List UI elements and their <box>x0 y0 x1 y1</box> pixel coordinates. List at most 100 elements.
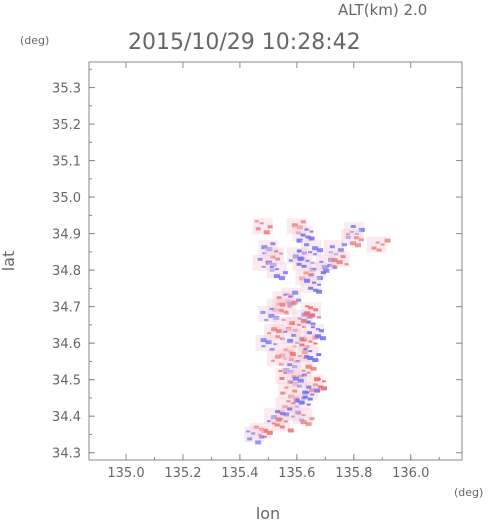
echo-cell <box>296 412 301 415</box>
echo-cell <box>271 327 278 332</box>
echo-cell <box>265 340 272 345</box>
echo-cell <box>317 283 322 286</box>
echo-cell <box>291 223 298 228</box>
echo-cell <box>309 417 315 421</box>
echo-cell <box>308 273 314 277</box>
echo-cell <box>301 373 307 377</box>
y-tick-label: 34.6 <box>52 337 81 352</box>
echo-cell <box>292 345 297 348</box>
echo-cell <box>332 265 337 268</box>
echo-cell <box>286 400 291 403</box>
echo-cell <box>287 305 292 308</box>
echo-cell <box>279 377 285 381</box>
echo-cell <box>257 433 262 436</box>
echo-cell <box>287 301 294 306</box>
echo-cell <box>309 267 316 272</box>
echo-cell <box>299 343 305 347</box>
echo-cell <box>308 306 314 310</box>
echo-cell <box>283 368 290 373</box>
echo-cell <box>309 230 314 233</box>
x-tick-label: 136.0 <box>392 466 429 481</box>
echo-cell <box>320 271 326 275</box>
echo-cell <box>270 242 276 246</box>
echo-cell <box>275 410 281 414</box>
echo-cell <box>300 318 307 323</box>
echo-cell <box>332 265 338 269</box>
echo-cell <box>264 318 269 321</box>
echo-cell <box>271 415 278 420</box>
echo-cell <box>278 308 284 312</box>
echo-cell <box>297 374 303 378</box>
echo-cell <box>316 353 322 357</box>
echo-cell <box>307 356 314 361</box>
echo-cell <box>310 322 316 326</box>
echo-cell <box>292 382 299 387</box>
echo-cell <box>296 262 302 266</box>
echo-cell <box>262 435 267 438</box>
y-tick-label: 35.0 <box>52 191 81 206</box>
echo-cell <box>284 386 289 389</box>
echo-cell <box>312 358 319 363</box>
echo-cell <box>288 370 295 375</box>
echo-cell <box>267 225 273 229</box>
echo-cell <box>287 356 292 359</box>
echo-cell <box>350 224 356 228</box>
echo-cell <box>282 405 288 409</box>
echo-cell <box>259 435 265 439</box>
echo-cell <box>312 246 319 251</box>
echo-cell <box>336 260 343 265</box>
echo-cell <box>283 293 288 296</box>
echo-cell <box>304 345 310 349</box>
echo-cell <box>283 310 289 314</box>
echo-cell <box>316 289 323 294</box>
echo-cell <box>318 329 324 333</box>
echo-cell <box>302 395 308 399</box>
echo-cell <box>319 260 324 263</box>
echo-cell <box>275 417 282 422</box>
echo-cell <box>269 266 274 269</box>
echo-cell <box>299 418 305 422</box>
echo-cell <box>300 420 307 425</box>
echo-cell <box>313 377 320 382</box>
echo-cell <box>276 329 283 334</box>
echo-cell <box>300 337 307 342</box>
echo-cell <box>273 343 278 346</box>
echo-cell <box>265 260 272 265</box>
echo-cell <box>312 383 318 387</box>
echo-cell <box>280 337 286 341</box>
echo-cell <box>261 245 268 250</box>
echo-cell <box>254 220 259 223</box>
echo-cell <box>301 369 306 372</box>
echo-cell <box>301 251 307 255</box>
x-tick-label: 135.0 <box>107 466 144 481</box>
echo-cell <box>304 243 310 247</box>
echo-cell <box>349 241 356 246</box>
echo-cell <box>314 388 321 393</box>
echo-cell <box>292 290 299 295</box>
echo-cell <box>308 340 313 343</box>
echo-cell <box>280 391 286 395</box>
echo-cell <box>267 420 272 423</box>
echo-cell <box>283 348 289 352</box>
echo-cell <box>268 313 275 318</box>
echo-cell <box>312 268 317 271</box>
echo-cell <box>384 238 391 243</box>
echo-cell <box>295 341 300 344</box>
echo-cell <box>288 394 295 399</box>
y-tick-label: 35.1 <box>52 155 81 170</box>
echo-cell <box>380 243 385 246</box>
echo-cell <box>306 385 312 389</box>
echo-cell <box>296 238 303 243</box>
x-axis-ticks: 135.0 135.2 135.4 135.6 135.8 136.0 <box>107 62 440 481</box>
echo-cell <box>304 228 309 231</box>
echo-cell <box>297 256 304 261</box>
echo-cell <box>296 360 301 363</box>
echo-cell <box>340 255 346 259</box>
echo-cell <box>301 350 308 355</box>
x-tick-label: 135.8 <box>335 466 372 481</box>
echo-cell <box>266 247 273 252</box>
y-tick-label: 35.3 <box>52 82 81 97</box>
y-axis-unit: (deg) <box>20 34 49 47</box>
echo-cell <box>270 262 277 267</box>
